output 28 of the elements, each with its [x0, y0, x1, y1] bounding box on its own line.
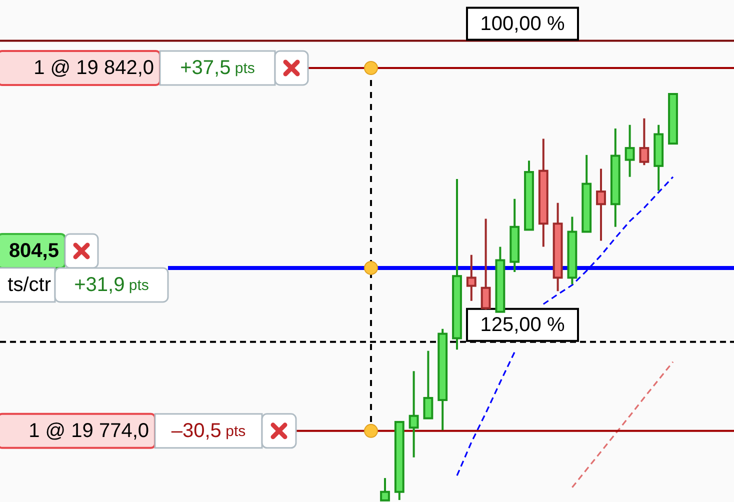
candlestick	[438, 328, 448, 432]
candlestick	[466, 254, 476, 302]
candlestick	[610, 128, 620, 228]
candlestick	[654, 124, 664, 192]
candlestick	[552, 202, 563, 292]
text: +37,5 pts	[180, 56, 255, 79]
text: –30,5 pts	[171, 420, 246, 442]
text: 1 @ 19 774,0	[28, 420, 149, 442]
text: 1 @ 19 842,0	[34, 56, 154, 79]
candlestick	[408, 370, 419, 458]
text: ts/ctr	[8, 274, 52, 296]
candlestick	[538, 138, 548, 248]
candlestick	[582, 154, 592, 233]
candlestick	[380, 477, 390, 502]
candlestick	[495, 246, 506, 313]
candlestick	[596, 168, 606, 242]
candlestick	[567, 216, 578, 286]
text: 804,5	[8, 240, 59, 262]
candlestick	[639, 117, 650, 166]
candlestick	[480, 218, 491, 311]
annotation: 125,00 %	[480, 314, 565, 336]
candlestick	[423, 350, 434, 420]
candlestick	[510, 198, 520, 274]
candlestick	[624, 124, 635, 178]
text: +31,9 pts	[74, 274, 149, 296]
candlestick	[524, 160, 534, 231]
candlestick	[452, 178, 462, 351]
text: 100,00 %	[480, 12, 565, 35]
